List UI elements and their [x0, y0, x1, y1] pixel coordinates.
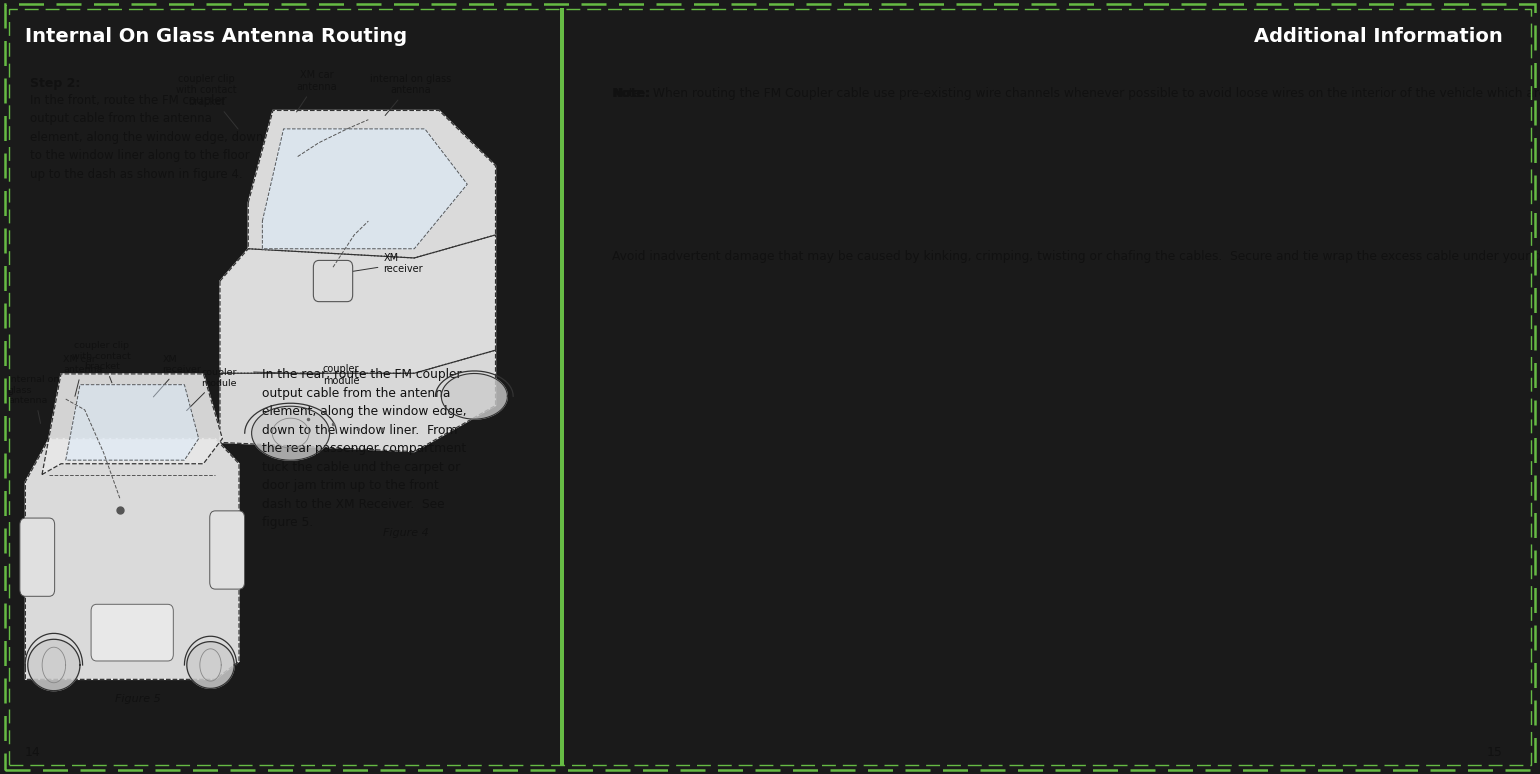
Polygon shape	[66, 385, 199, 461]
Text: internal on glass
antenna: internal on glass antenna	[370, 74, 451, 115]
Text: 15: 15	[1488, 745, 1503, 759]
Text: Internal On Glass Antenna Routing: Internal On Glass Antenna Routing	[25, 27, 407, 46]
Polygon shape	[220, 350, 496, 451]
Polygon shape	[42, 374, 222, 474]
Polygon shape	[28, 639, 80, 690]
Text: coupler
module: coupler module	[186, 368, 237, 410]
Text: internal on
glass
antenna: internal on glass antenna	[8, 375, 60, 423]
Text: Step 2:: Step 2:	[31, 77, 80, 90]
Text: Note:  When routing the FM Coupler cable use pre-existing wire channels whenever: Note: When routing the FM Coupler cable …	[613, 87, 1540, 100]
Polygon shape	[251, 406, 330, 460]
Text: Avoid inadvertent damage that may be caused by kinking, crimping, twisting or ch: Avoid inadvertent damage that may be cau…	[613, 250, 1540, 263]
Polygon shape	[186, 642, 234, 688]
Text: Note:: Note:	[613, 87, 650, 100]
Text: Note:: Note:	[613, 87, 650, 100]
Polygon shape	[220, 235, 496, 373]
Text: In the rear, route the FM coupler
output cable from the antenna
element, along t: In the rear, route the FM coupler output…	[262, 368, 467, 529]
Text: Figure 5: Figure 5	[116, 694, 160, 704]
Text: Additional Information: Additional Information	[1254, 27, 1503, 46]
Polygon shape	[262, 129, 467, 248]
Text: coupler
module: coupler module	[254, 365, 359, 386]
Text: 14: 14	[25, 745, 40, 759]
Text: XM car
antenna: XM car antenna	[63, 355, 103, 396]
Text: XM
receiver: XM receiver	[154, 355, 202, 397]
FancyBboxPatch shape	[209, 511, 245, 589]
Text: XM
receiver: XM receiver	[320, 252, 424, 276]
Polygon shape	[248, 111, 496, 258]
Text: Figure 4: Figure 4	[382, 528, 428, 538]
Text: XM car
antenna: XM car antenna	[297, 70, 337, 112]
FancyBboxPatch shape	[20, 518, 54, 596]
Text: coupler clip
with contact
bracket: coupler clip with contact bracket	[177, 74, 239, 129]
Text: In the front, route the FM coupler
output cable from the antenna
element, along : In the front, route the FM coupler outpu…	[31, 94, 263, 181]
Polygon shape	[25, 439, 239, 680]
Text: coupler clip
with contact
bracket: coupler clip with contact bracket	[72, 341, 131, 383]
FancyBboxPatch shape	[313, 260, 353, 302]
Polygon shape	[442, 374, 507, 419]
FancyBboxPatch shape	[91, 604, 174, 661]
